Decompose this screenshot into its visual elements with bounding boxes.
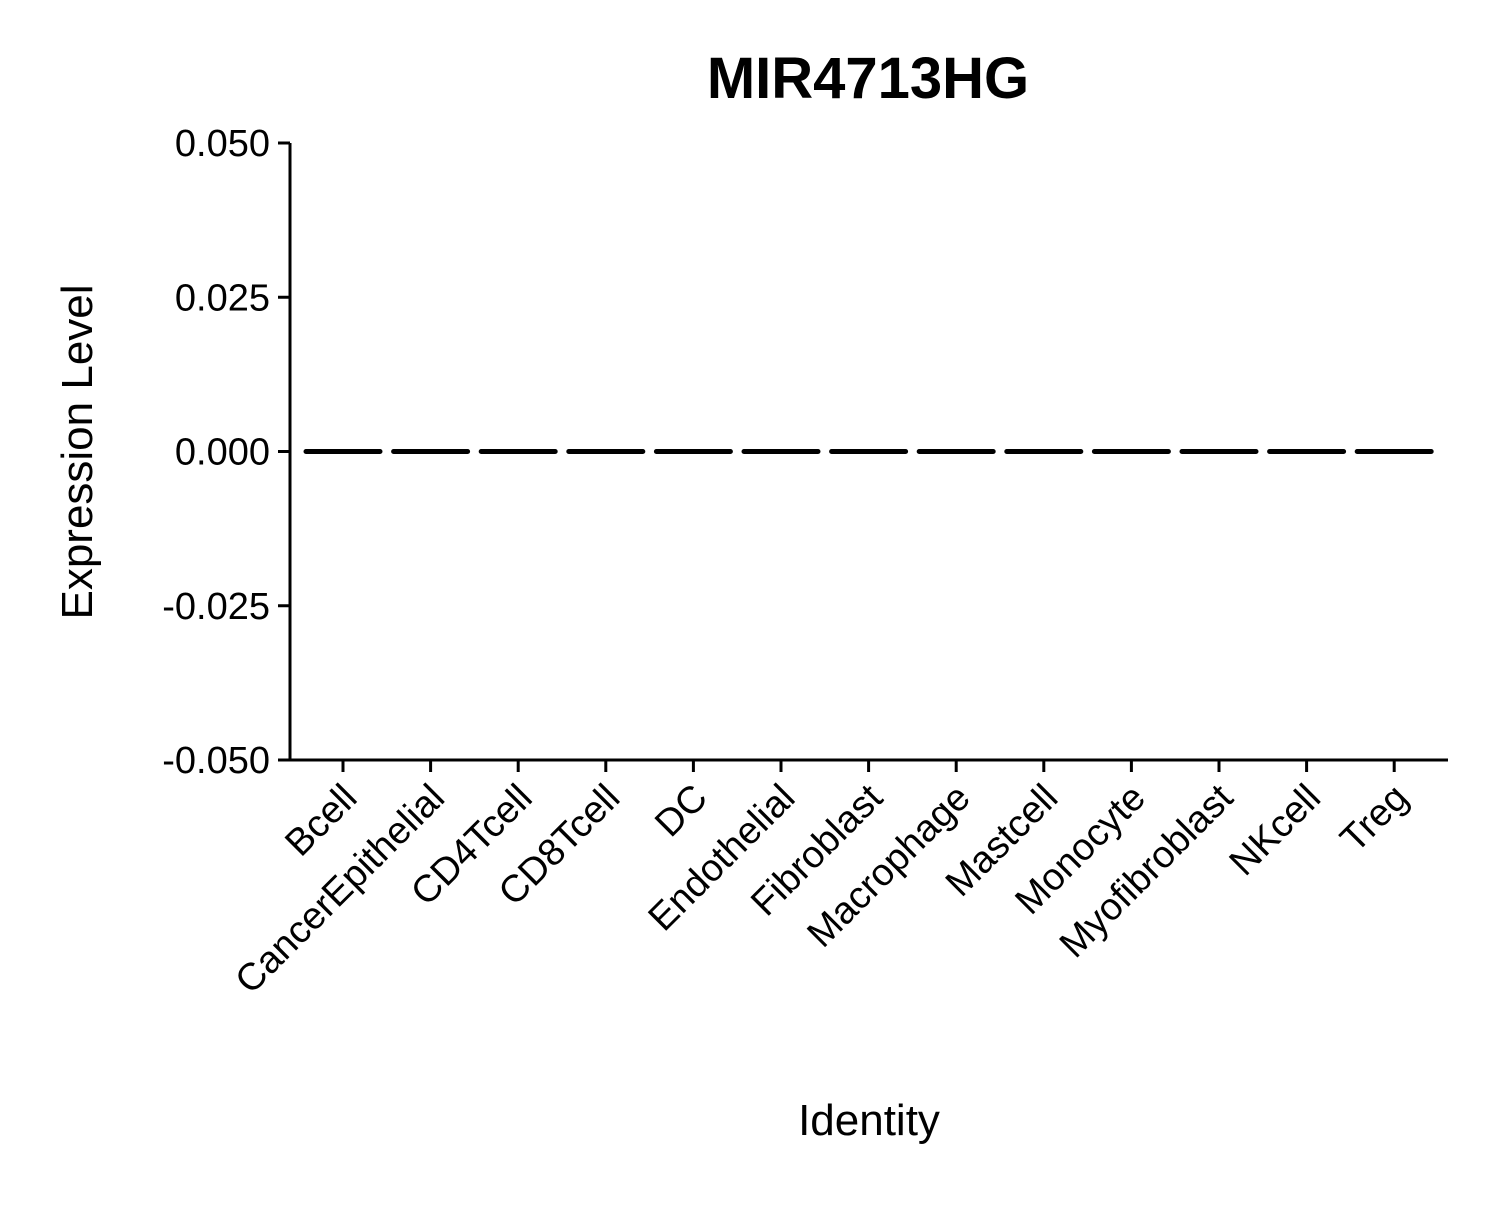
y-axis-ticks: 0.050 0.025 0.000 -0.025 -0.050 [162,123,290,782]
y-tick-label: -0.050 [162,740,270,782]
chart-title: MIR4713HG [707,46,1029,111]
y-tick-label: 0.050 [175,123,270,165]
x-tick-label-treg: Treg [1333,777,1417,861]
y-tick-label: -0.025 [162,586,270,628]
y-tick-label: 0.000 [175,432,270,474]
x-tick-label-dc: DC [647,777,716,846]
x-axis-title: Identity [798,1096,940,1145]
x-tick-label-nkcell: NKcell [1222,777,1329,884]
y-axis-title-group: Expression Level [53,284,102,619]
y-tick-label: 0.025 [175,277,270,319]
y-axis-title: Expression Level [53,284,102,619]
